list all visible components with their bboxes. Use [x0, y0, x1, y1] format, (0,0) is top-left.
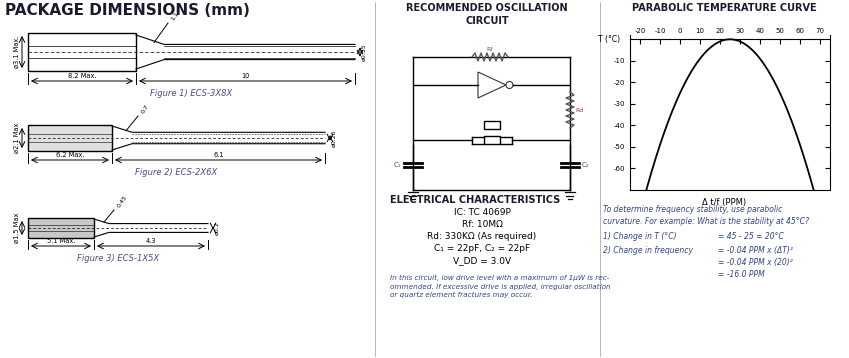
Text: 4.3: 4.3	[146, 238, 156, 244]
Text: 2) Change in frequency: 2) Change in frequency	[603, 246, 693, 255]
Text: Δ t/f (PPM): Δ t/f (PPM)	[702, 198, 746, 207]
Bar	[484, 121, 500, 129]
Text: C₁: C₁	[393, 162, 401, 168]
Circle shape	[506, 82, 513, 88]
Text: V_DD = 3.0V: V_DD = 3.0V	[453, 256, 511, 265]
Text: ø1.5 Max: ø1.5 Max	[14, 213, 20, 243]
Text: 5.1 Max.: 5.1 Max.	[47, 238, 76, 244]
Text: Rf: 10MΩ: Rf: 10MΩ	[462, 220, 503, 229]
Text: ø0.35: ø0.35	[362, 43, 367, 61]
Text: C₁ = 22pF, C₂ = 22pF: C₁ = 22pF, C₂ = 22pF	[434, 244, 530, 253]
Text: PARABOLIC TEMPERATURE CURVE: PARABOLIC TEMPERATURE CURVE	[632, 3, 816, 13]
Text: 1.1: 1.1	[170, 11, 180, 22]
Text: 8.2 Max.: 8.2 Max.	[68, 73, 96, 79]
Text: Rf: Rf	[486, 47, 493, 52]
Text: 0.7: 0.7	[140, 104, 149, 115]
Bar	[28, 33, 136, 71]
Text: 6.2 Max.: 6.2 Max.	[56, 152, 84, 158]
Bar	[28, 125, 112, 151]
Text: T (°C): T (°C)	[598, 35, 620, 44]
Text: RECOMMENDED OSCILLATION
CIRCUIT: RECOMMENDED OSCILLATION CIRCUIT	[406, 3, 568, 26]
Text: ø3.1 Max.: ø3.1 Max.	[14, 36, 20, 68]
Text: 10: 10	[241, 73, 250, 79]
Text: 6.1: 6.1	[213, 152, 224, 158]
Bar	[28, 218, 94, 238]
Text: Figure 2) ECS-2X6X: Figure 2) ECS-2X6X	[135, 168, 217, 177]
Bar	[484, 135, 500, 144]
Text: IC: TC 4069P: IC: TC 4069P	[453, 208, 510, 217]
Text: Rd: 330KΩ (As required): Rd: 330KΩ (As required)	[427, 232, 537, 241]
Text: 0.45: 0.45	[116, 195, 128, 209]
Text: = -0.04 PPM x (ΔT)²: = -0.04 PPM x (ΔT)²	[718, 246, 793, 255]
Text: = 45 - 25 = 20°C: = 45 - 25 = 20°C	[718, 232, 784, 241]
Polygon shape	[478, 72, 506, 98]
Text: To determine frequency stability, use parabolic
curvature. For example: What is : To determine frequency stability, use pa…	[603, 205, 809, 227]
Text: ø0.2: ø0.2	[215, 221, 220, 235]
Text: 1) Change in T (°C): 1) Change in T (°C)	[603, 232, 677, 241]
Text: ELECTRICAL CHARACTERISTICS: ELECTRICAL CHARACTERISTICS	[390, 195, 560, 205]
Text: PACKAGE DIMENSIONS (mm): PACKAGE DIMENSIONS (mm)	[5, 3, 250, 18]
Text: = -0.04 PPM x (20)²: = -0.04 PPM x (20)²	[718, 258, 793, 267]
Text: In this circuit, low drive level with a maximum of 1μW is rec-
ommended. If exce: In this circuit, low drive level with a …	[390, 275, 610, 299]
Text: Figure 1) ECS-3X8X: Figure 1) ECS-3X8X	[150, 89, 233, 98]
Text: ø2.1 Max: ø2.1 Max	[14, 123, 20, 153]
Text: Rd: Rd	[575, 107, 583, 112]
Text: = -16.0 PPM: = -16.0 PPM	[718, 270, 765, 279]
Text: ø0.26: ø0.26	[332, 129, 337, 147]
Text: Figure 3) ECS-1X5X: Figure 3) ECS-1X5X	[77, 254, 159, 263]
Text: C₂: C₂	[582, 162, 589, 168]
